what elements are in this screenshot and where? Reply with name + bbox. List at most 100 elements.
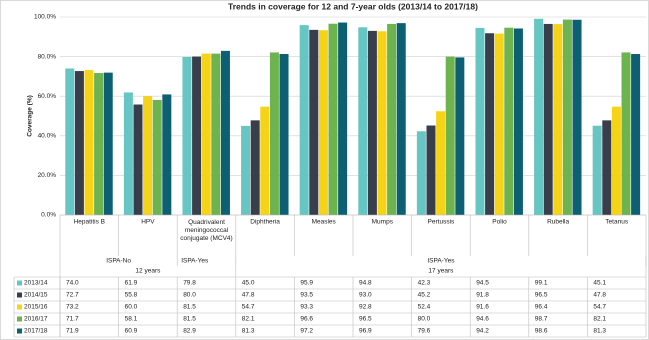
bar — [241, 125, 251, 215]
table-value: 96.9 — [359, 328, 372, 335]
bar — [309, 29, 319, 216]
bar — [475, 27, 485, 215]
legend-swatch — [17, 280, 22, 286]
bar — [162, 94, 172, 215]
bar — [621, 52, 631, 215]
y-tick-label: 100.0% — [34, 14, 56, 21]
table-value: 93.5 — [300, 292, 313, 299]
group-label-outer: 12 years — [135, 268, 161, 275]
table-value: 42.3 — [418, 280, 431, 287]
bar — [543, 23, 553, 216]
bar — [553, 24, 563, 215]
y-tick-label: 60.0% — [38, 93, 57, 100]
table-value: 73.2 — [66, 304, 79, 311]
table-value: 94.2 — [476, 328, 489, 335]
table-value: 94.5 — [476, 280, 489, 287]
bar — [318, 30, 328, 215]
table-value: 95.9 — [300, 280, 313, 287]
bar — [260, 106, 270, 215]
table-value: 60.9 — [125, 328, 138, 335]
table-value: 82.1 — [593, 316, 606, 323]
group-label: ISPA-No — [106, 258, 131, 265]
table-value: 54.7 — [242, 304, 255, 311]
bar — [377, 31, 387, 216]
x-tick-label: Hepatitis B — [74, 219, 105, 226]
table-value: 58.1 — [125, 316, 138, 323]
bar — [455, 57, 465, 215]
bar — [602, 120, 612, 215]
bar — [103, 72, 113, 215]
legend-swatch — [17, 292, 22, 298]
table-value: 91.8 — [476, 292, 489, 299]
table-value: 45.0 — [242, 280, 255, 287]
table-value: 98.7 — [535, 316, 548, 323]
bar — [133, 104, 143, 215]
bar — [279, 54, 289, 215]
bar — [416, 131, 426, 215]
bar — [494, 33, 504, 215]
legend-label: 2016/17 — [24, 316, 48, 323]
legend-label: 2017/18 — [24, 328, 48, 335]
table-value: 82.1 — [242, 316, 255, 323]
legend-label: 2015/16 — [24, 304, 48, 311]
table-value: 96.4 — [535, 304, 548, 311]
table-value: 81.5 — [183, 316, 196, 323]
table-value: 79.8 — [183, 280, 196, 287]
x-tick-label: Diphtheria — [250, 219, 280, 226]
table-value: 93.0 — [359, 292, 372, 299]
bar — [367, 30, 377, 215]
table-value: 60.0 — [125, 304, 138, 311]
table-value: 92.8 — [359, 304, 372, 311]
group-label-outer: 17 years — [428, 268, 454, 275]
table-value: 45.2 — [418, 292, 431, 299]
bar — [504, 27, 514, 215]
y-tick-label: 20.0% — [38, 172, 57, 179]
table-value: 91.6 — [476, 304, 489, 311]
bar — [396, 23, 406, 215]
group-label: ISPA-Yes — [181, 258, 209, 265]
table-value: 71.7 — [66, 316, 79, 323]
table-value: 72.7 — [66, 292, 79, 299]
table-value: 61.9 — [125, 280, 138, 287]
bar — [358, 27, 368, 215]
bar — [152, 99, 162, 215]
bar — [513, 28, 523, 216]
x-tick-label: Pertussis — [428, 219, 455, 226]
table-value: 54.7 — [593, 304, 606, 311]
table-value: 79.6 — [418, 328, 431, 335]
legend-label: 2013/14 — [24, 280, 48, 287]
x-tick-label: Quadrivalent meningococcal conjugate (MCV4… — [180, 219, 232, 242]
table-value: 71.9 — [66, 328, 79, 335]
x-tick-label: Tetanus — [605, 219, 629, 226]
table-value: 81.5 — [183, 304, 196, 311]
table-value: 99.1 — [535, 280, 548, 287]
bar — [592, 125, 602, 215]
bar — [182, 56, 192, 215]
bar — [220, 50, 230, 215]
table-value: 55.8 — [125, 292, 138, 299]
x-tick-label: Measles — [312, 219, 337, 226]
chart-title: Trends in coverage for 12 and 7-year old… — [228, 1, 478, 11]
bar — [94, 73, 104, 215]
x-tick-label: Mumps — [372, 219, 394, 226]
bar — [192, 56, 202, 215]
bar — [611, 106, 621, 215]
table-value: 96.6 — [300, 316, 313, 323]
x-tick-label: Polio — [492, 219, 507, 226]
group-label: ISPA-Yes — [427, 258, 455, 265]
bar — [123, 92, 133, 215]
table-value: 94.6 — [476, 316, 489, 323]
bar — [631, 54, 641, 215]
bar — [572, 19, 582, 215]
table-value: 94.8 — [359, 280, 372, 287]
table-value: 81.3 — [593, 328, 606, 335]
bar — [436, 111, 446, 215]
y-axis-label: Coverage (%) — [27, 95, 34, 137]
bar — [84, 70, 94, 216]
bar — [250, 120, 260, 215]
bar — [143, 96, 153, 215]
bar — [338, 22, 348, 215]
table-value: 52.4 — [418, 304, 431, 311]
